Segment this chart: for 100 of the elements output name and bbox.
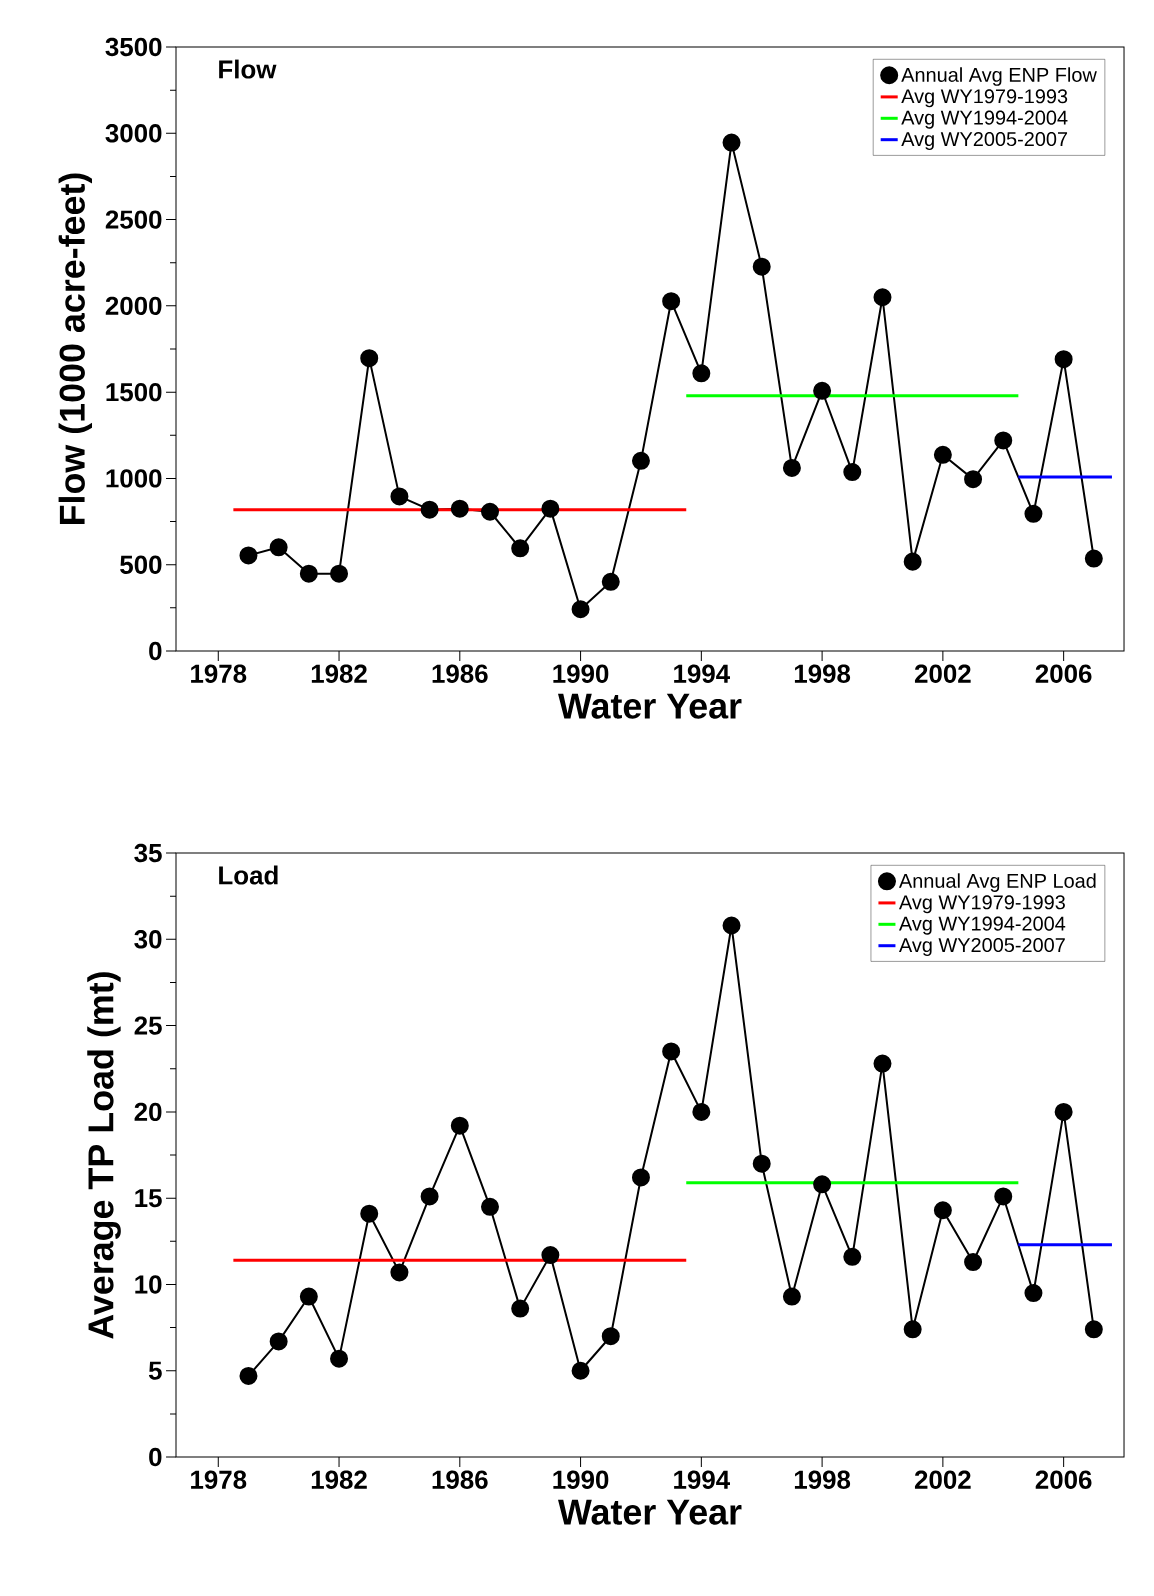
point [752, 1154, 771, 1173]
point [782, 458, 801, 477]
point [933, 1201, 952, 1220]
point [722, 133, 741, 152]
y-tick-label: 0 [149, 641, 162, 661]
y-tick-label: 20 [134, 1102, 162, 1122]
point [360, 349, 379, 368]
point [360, 1204, 379, 1223]
point [843, 1247, 862, 1266]
point [450, 1116, 469, 1135]
legend-label: Avg WY2005-2007 [898, 938, 1065, 957]
point [964, 1253, 983, 1272]
point [1084, 549, 1103, 568]
x-tick-label: 1978 [191, 664, 247, 683]
point [541, 499, 560, 518]
y-tick-label: 30 [134, 930, 162, 949]
x-axis-title: Water Year [558, 693, 742, 719]
legend-label: Avg WY2005-2007 [901, 131, 1068, 151]
y-tick-label: 2000 [105, 296, 162, 316]
point [571, 600, 590, 619]
point [994, 431, 1013, 450]
point [420, 500, 439, 519]
point [692, 1102, 711, 1121]
y-axis-title: Flow (1000 acre-feet) [58, 173, 93, 525]
point [601, 572, 620, 591]
y-tick-label: 3000 [105, 124, 162, 143]
y-tick-label: 0 [149, 1447, 162, 1467]
point [843, 463, 862, 482]
y-tick-label: 3500 [105, 37, 162, 57]
x-tick-label: 1994 [674, 664, 730, 683]
x-tick-label: 2002 [914, 664, 971, 683]
x-tick-label: 2006 [1035, 1470, 1092, 1489]
legend-label: Annual Avg ENP Flow [901, 67, 1097, 86]
point [813, 381, 832, 400]
x-tick-label: 1982 [311, 664, 367, 683]
y-tick-label: 1000 [106, 469, 162, 488]
point [541, 1246, 560, 1265]
point [420, 1187, 439, 1206]
y-tick-label: 10 [135, 1275, 162, 1294]
point [330, 1349, 349, 1368]
point [269, 1332, 288, 1351]
x-tick-label: 1998 [794, 1470, 851, 1489]
legend-label: Annual Avg ENP Load [898, 873, 1096, 892]
point [571, 1361, 590, 1380]
point [390, 487, 409, 506]
point [903, 1320, 922, 1339]
x-tick-label: 2002 [914, 1470, 971, 1489]
point [481, 502, 499, 521]
point [390, 1263, 409, 1282]
point [1054, 1102, 1073, 1121]
y-tick-label: 1500 [106, 382, 162, 402]
x-tick-label: 2006 [1035, 664, 1092, 683]
legend-label: Avg WY1994-2004 [898, 916, 1066, 935]
y-tick-label: 5 [148, 1361, 162, 1380]
y-tick-label: 25 [134, 1016, 162, 1035]
y-axis-title: Average TP Load (mt) [87, 972, 121, 1339]
point [964, 470, 983, 489]
y-tick-label: 500 [120, 555, 162, 574]
y-tick-label: 35 [134, 843, 162, 863]
point [511, 539, 530, 558]
point [299, 1287, 318, 1306]
point [450, 499, 469, 518]
point [1024, 1284, 1043, 1303]
x-tick-label: 1990 [553, 1470, 609, 1489]
point [782, 1287, 801, 1306]
point [511, 1299, 530, 1318]
x-tick-label: 1982 [311, 1470, 367, 1489]
point [631, 1168, 650, 1187]
annotation: Load [219, 865, 278, 885]
point [330, 564, 349, 583]
legend-label: Avg WY1994-2004 [901, 110, 1068, 129]
point [269, 538, 288, 557]
point [692, 364, 711, 383]
point [239, 1366, 258, 1385]
annotation: Flow [219, 59, 277, 79]
point [631, 451, 650, 470]
x-tick-label: 1998 [794, 664, 851, 683]
point [994, 1187, 1013, 1206]
point [299, 564, 318, 583]
point [933, 445, 952, 464]
point [1084, 1320, 1103, 1339]
point [481, 1197, 499, 1216]
x-tick-label: 1986 [432, 1470, 488, 1489]
point [903, 552, 922, 571]
x-tick-label: 1978 [191, 1470, 247, 1489]
x-tick-label: 1990 [553, 664, 609, 683]
x-tick-label: 1994 [674, 1470, 730, 1489]
y-tick-label: 2500 [105, 210, 162, 229]
x-axis-title: Water Year [558, 1499, 742, 1525]
point [662, 1042, 681, 1061]
point [813, 1175, 832, 1194]
point [662, 292, 681, 311]
point [601, 1327, 620, 1346]
point [1024, 504, 1043, 523]
point [873, 288, 892, 307]
x-tick-label: 1986 [432, 664, 488, 683]
legend-label: Avg WY1979-1993 [898, 895, 1065, 914]
y-tick-label: 15 [135, 1189, 162, 1208]
point [239, 546, 258, 565]
point [722, 916, 741, 935]
